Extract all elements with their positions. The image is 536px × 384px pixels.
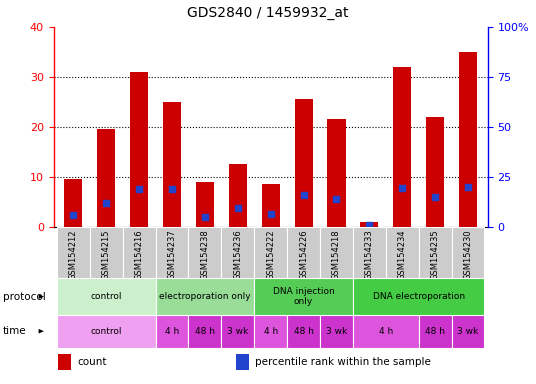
Bar — [229, 164, 247, 227]
Text: GSM154230: GSM154230 — [464, 229, 473, 280]
Bar — [90, 227, 123, 278]
Bar — [58, 354, 71, 370]
Bar — [221, 227, 254, 278]
Bar — [386, 227, 419, 278]
Text: 4 h: 4 h — [264, 327, 278, 336]
Bar — [451, 315, 485, 348]
Bar — [57, 278, 155, 315]
Bar — [459, 52, 477, 227]
Bar — [123, 227, 155, 278]
Bar — [320, 227, 353, 278]
Text: control: control — [91, 327, 122, 336]
Text: GSM154216: GSM154216 — [135, 229, 144, 280]
Text: percentile rank within the sample: percentile rank within the sample — [256, 357, 431, 367]
Text: DNA electroporation: DNA electroporation — [373, 292, 465, 301]
Text: electroporation only: electroporation only — [159, 292, 251, 301]
Bar — [353, 315, 419, 348]
Bar — [254, 227, 287, 278]
Bar — [360, 222, 378, 227]
Text: 4 h: 4 h — [378, 327, 393, 336]
Text: GSM154236: GSM154236 — [233, 229, 242, 280]
Bar — [155, 227, 189, 278]
Text: GSM154218: GSM154218 — [332, 229, 341, 280]
Text: 48 h: 48 h — [425, 327, 445, 336]
Text: GSM154234: GSM154234 — [398, 229, 407, 280]
Bar — [64, 179, 83, 227]
Text: time: time — [3, 326, 26, 336]
Text: GDS2840 / 1459932_at: GDS2840 / 1459932_at — [187, 6, 349, 20]
Bar — [262, 184, 280, 227]
Bar — [254, 315, 287, 348]
Text: GSM154222: GSM154222 — [266, 229, 275, 280]
Bar — [221, 315, 254, 348]
Text: DNA injection
only: DNA injection only — [273, 287, 334, 306]
Bar — [451, 227, 485, 278]
Bar — [155, 315, 189, 348]
Text: GSM154235: GSM154235 — [430, 229, 440, 280]
Text: 3 wk: 3 wk — [326, 327, 347, 336]
Bar — [393, 67, 411, 227]
Text: 4 h: 4 h — [165, 327, 179, 336]
Bar — [287, 227, 320, 278]
Bar — [426, 117, 444, 227]
Bar — [419, 315, 451, 348]
Text: 3 wk: 3 wk — [227, 327, 248, 336]
Bar — [57, 315, 155, 348]
Bar — [97, 129, 115, 227]
Bar — [155, 278, 254, 315]
Bar — [236, 354, 249, 370]
Text: GSM154212: GSM154212 — [69, 229, 78, 280]
Bar — [353, 227, 386, 278]
Bar — [189, 315, 221, 348]
Bar — [254, 278, 353, 315]
Text: GSM154233: GSM154233 — [365, 229, 374, 280]
Bar — [353, 278, 485, 315]
Text: GSM154237: GSM154237 — [168, 229, 176, 280]
Bar — [130, 72, 148, 227]
Bar — [163, 102, 181, 227]
Text: 3 wk: 3 wk — [457, 327, 479, 336]
Text: control: control — [91, 292, 122, 301]
Bar — [189, 227, 221, 278]
Bar — [419, 227, 451, 278]
Bar — [294, 99, 312, 227]
Bar — [320, 315, 353, 348]
Text: count: count — [78, 357, 107, 367]
Bar — [327, 119, 346, 227]
Bar — [57, 227, 90, 278]
Text: GSM154226: GSM154226 — [299, 229, 308, 280]
Bar — [196, 182, 214, 227]
Bar — [287, 315, 320, 348]
Text: 48 h: 48 h — [195, 327, 215, 336]
Text: GSM154238: GSM154238 — [200, 229, 210, 280]
Text: GSM154215: GSM154215 — [102, 229, 111, 280]
Text: 48 h: 48 h — [294, 327, 314, 336]
Text: protocol: protocol — [3, 291, 46, 302]
